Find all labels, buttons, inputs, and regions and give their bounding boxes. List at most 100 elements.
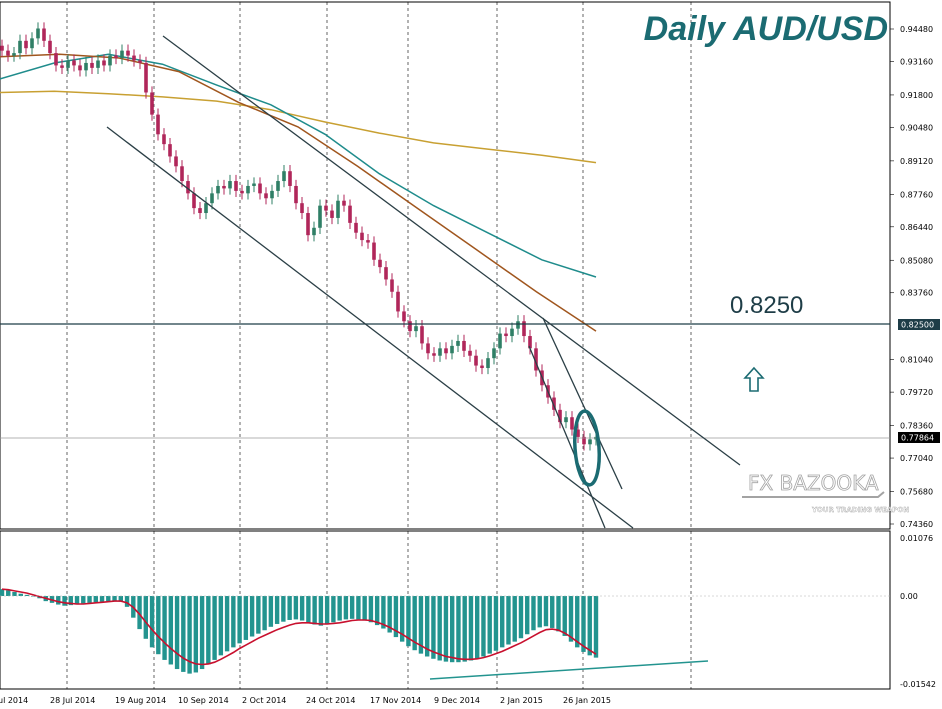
- osc-tick-label: 0.00: [900, 592, 918, 601]
- x-tick-label: 19 Aug 2014: [115, 696, 166, 705]
- candle-body: [552, 397, 556, 410]
- candle-body: [30, 38, 34, 49]
- histogram-bar: [412, 596, 417, 651]
- candle-body: [108, 55, 112, 66]
- candle-body: [258, 183, 262, 194]
- candle-body: [84, 62, 88, 71]
- histogram-bar: [493, 596, 499, 651]
- candle-body: [384, 267, 388, 280]
- y-tick-label: 0.77040: [900, 454, 933, 463]
- histogram-bar: [243, 596, 249, 640]
- histogram-bar: [593, 596, 599, 658]
- candle-body: [102, 60, 106, 66]
- candle-body: [372, 242, 376, 260]
- y-tick-label: 0.78360: [900, 422, 933, 431]
- x-tick-label: 9 Dec 2014: [434, 696, 480, 705]
- histogram-bar: [74, 596, 80, 605]
- y-tick-label: 0.89120: [900, 157, 933, 166]
- histogram-bar: [581, 596, 586, 652]
- candle-body: [366, 240, 370, 243]
- y-tick-label: 0.91800: [900, 91, 933, 100]
- candle-body: [342, 200, 346, 206]
- x-tick-label: 26 Jan 2015: [563, 696, 611, 705]
- y-tick-label: 0.79720: [900, 388, 933, 397]
- histogram-bar: [356, 596, 361, 620]
- candle-body: [432, 353, 436, 356]
- x-tick-label: 2 Oct 2014: [242, 696, 286, 705]
- candle-body: [126, 50, 130, 56]
- current-price-label: 0.77864: [901, 434, 934, 443]
- histogram-bar: [556, 596, 561, 632]
- time-axis: ul 2014 28 Jul 2014 19 Aug 2014 10 Sep 2014…: [0, 696, 611, 705]
- histogram-bar: [399, 596, 405, 642]
- candle-body: [576, 429, 580, 437]
- histogram-bar: [362, 596, 367, 621]
- histogram-bar: [337, 596, 342, 621]
- candle-body: [480, 365, 484, 369]
- candle-body: [414, 326, 418, 332]
- candle-body: [42, 28, 46, 41]
- y-tick-label: 0.83760: [900, 289, 933, 298]
- histogram-bar: [443, 596, 449, 662]
- histogram-bar: [299, 596, 305, 621]
- histogram-bar: [106, 596, 111, 602]
- histogram-bar: [268, 596, 274, 627]
- candle-body: [438, 348, 442, 356]
- highlight-ellipse: [573, 409, 601, 487]
- histogram-bar: [381, 596, 386, 629]
- x-tick-label: ul 2014: [0, 696, 28, 705]
- histogram-bar: [531, 596, 536, 631]
- candle-body: [186, 181, 190, 194]
- candle-body: [120, 50, 124, 59]
- histogram-bar: [18, 593, 23, 596]
- oscillator-histogram: [0, 588, 599, 674]
- candle-body: [12, 53, 16, 56]
- histogram-bar: [393, 596, 399, 638]
- histogram-bar: [281, 596, 286, 622]
- candle-body: [282, 171, 286, 182]
- histogram-bar: [181, 596, 186, 672]
- candle-body: [426, 343, 430, 354]
- logo-tagline-text: YOUR TRADING WEAPON: [811, 506, 909, 514]
- y-tick-label: 0.85080: [900, 256, 933, 265]
- y-tick-label: 0.75680: [900, 488, 933, 497]
- histogram-bar: [512, 596, 517, 642]
- histogram-bar: [87, 596, 92, 603]
- histogram-bar: [162, 596, 167, 660]
- y-tick-label: 0.87760: [900, 190, 933, 199]
- candle-body: [168, 144, 172, 157]
- histogram-bar: [218, 596, 224, 656]
- candle-body: [198, 208, 202, 214]
- histogram-bar: [199, 596, 205, 670]
- price-axis: 0.94480 0.93160 0.91800 0.90480 0.89120 0.877…: [890, 25, 936, 689]
- histogram-bar: [343, 596, 349, 620]
- candle-body: [492, 348, 496, 359]
- x-tick-label: 17 Nov 2014: [370, 696, 421, 705]
- candle-body: [354, 222, 358, 233]
- histogram-bar: [431, 596, 436, 659]
- candle-body: [276, 181, 280, 191]
- histogram-bar: [562, 596, 567, 636]
- histogram-bar: [93, 596, 98, 603]
- x-tick-label: 2 Jan 2015: [500, 696, 543, 705]
- candle-body: [234, 181, 238, 191]
- histogram-bar: [149, 596, 155, 648]
- candle-body: [36, 28, 40, 39]
- histogram-bar: [143, 596, 149, 639]
- signal-line: [1, 588, 597, 666]
- x-tick-label: 24 Oct 2014: [306, 696, 355, 705]
- main-panel-frame: [0, 1, 891, 530]
- candle-body: [0, 45, 4, 51]
- candle-body: [474, 355, 478, 366]
- histogram-bar: [324, 596, 330, 625]
- histogram-bar: [212, 596, 217, 660]
- moving-average-line: [0, 53, 597, 278]
- candle-body: [330, 210, 334, 218]
- level-annotation: 0.8250: [730, 292, 803, 319]
- candle-body: [246, 185, 250, 194]
- histogram-bar: [306, 596, 311, 623]
- candle-body: [498, 333, 502, 349]
- histogram-bar: [587, 596, 592, 656]
- candle-body: [6, 50, 10, 56]
